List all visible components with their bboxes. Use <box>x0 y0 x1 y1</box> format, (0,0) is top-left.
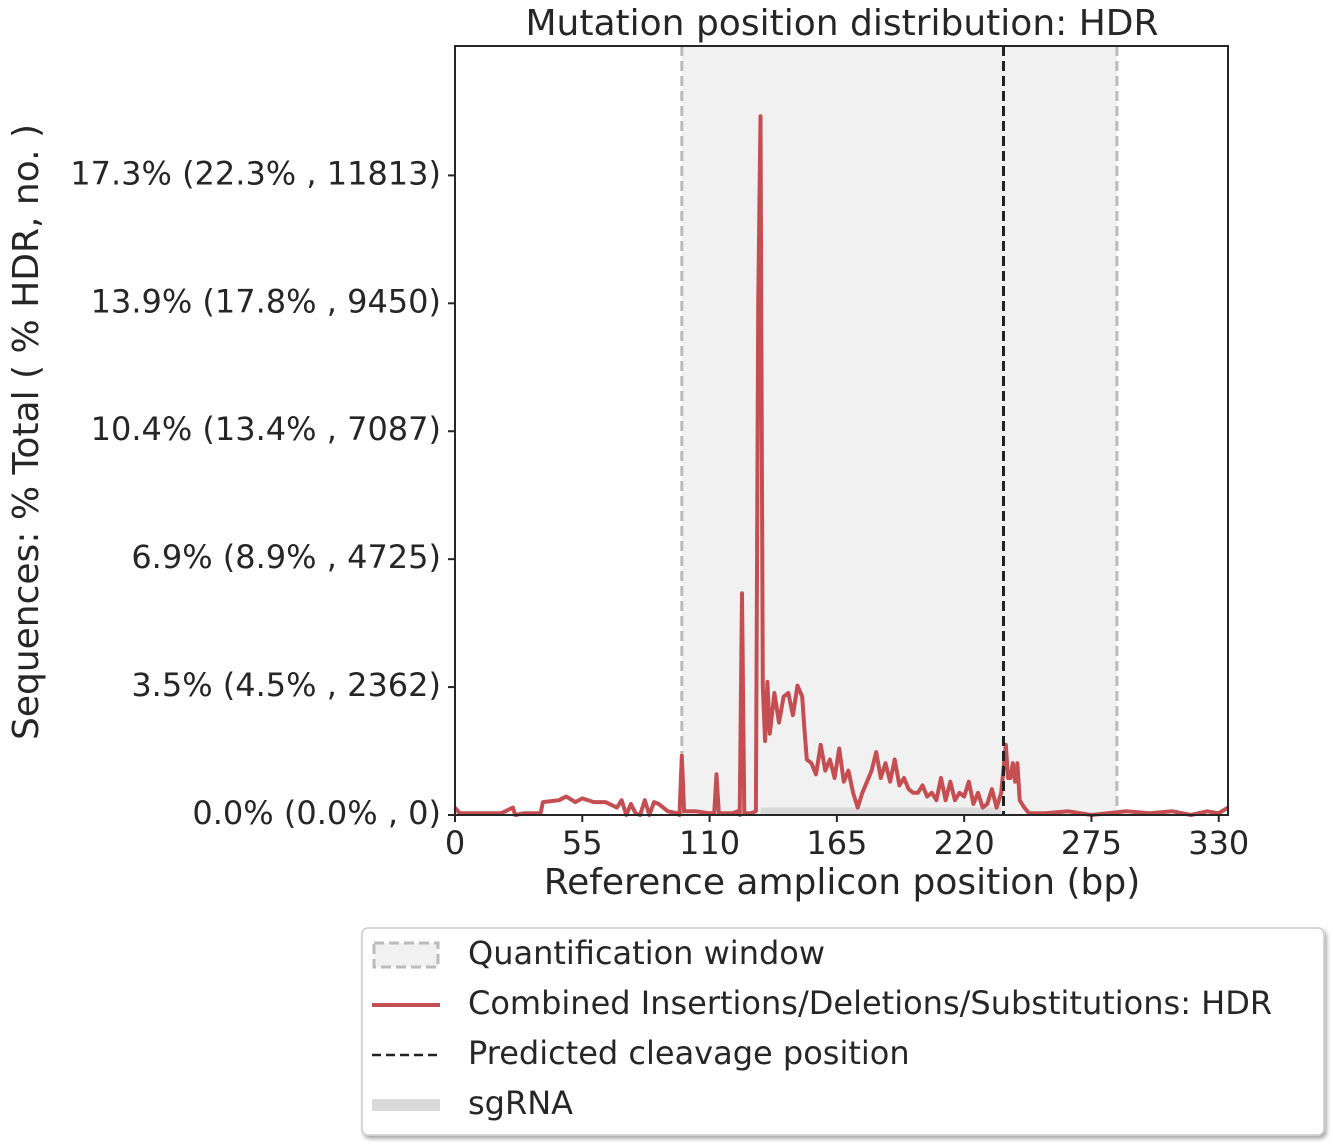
legend-box <box>361 927 1325 1136</box>
quantification-window <box>681 46 1117 815</box>
x-tick-label: 330 <box>1188 824 1249 862</box>
plot-area <box>453 45 1230 817</box>
legend-label: Quantification window <box>468 934 825 972</box>
y-tick-label: 3.5% (4.5% , 2362) <box>131 666 441 704</box>
chart-title: Mutation position distribution: HDR <box>525 3 1158 44</box>
y-tick-label: 17.3% (22.3% , 11813) <box>70 154 441 192</box>
legend-label: Combined Insertions/Deletions/Substituti… <box>468 984 1272 1022</box>
x-tick-label: 110 <box>679 824 740 862</box>
x-tick-label: 220 <box>934 824 995 862</box>
x-tick-label: 0 <box>445 824 465 862</box>
y-tick-label: 13.9% (17.8% , 9450) <box>91 282 441 320</box>
y-axis-label: Sequences: % Total ( % HDR, no. ) <box>6 124 47 740</box>
x-tick-label: 55 <box>562 824 603 862</box>
legend-label: Predicted cleavage position <box>468 1034 910 1072</box>
legend-label: sgRNA <box>468 1084 573 1122</box>
y-tick-label: 6.9% (8.9% , 4725) <box>131 538 441 576</box>
x-tick-label: 165 <box>806 824 867 862</box>
y-tick-label: 0.0% (0.0% , 0) <box>192 794 441 832</box>
x-axis-label: Reference amplicon position (bp) <box>544 862 1141 903</box>
legend-swatch <box>372 941 440 969</box>
x-tick-label: 275 <box>1061 824 1122 862</box>
legend: Quantification window Combined Insertions… <box>372 934 1272 1122</box>
y-tick-label: 10.4% (13.4% , 7087) <box>91 410 441 448</box>
